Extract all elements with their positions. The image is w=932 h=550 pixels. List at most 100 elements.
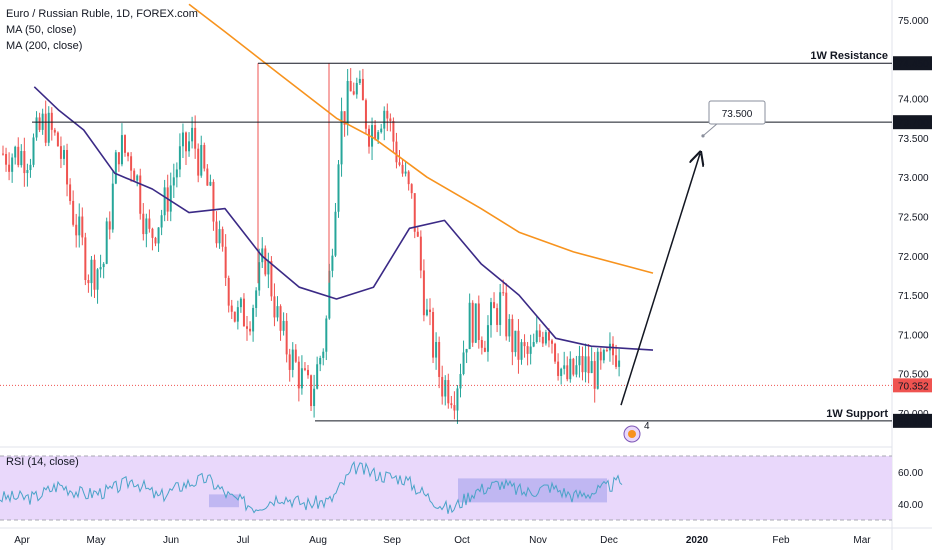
- candle: [425, 298, 428, 317]
- candle: [499, 284, 502, 336]
- candle: [316, 356, 319, 390]
- candle-body: [99, 267, 102, 270]
- candle: [407, 170, 410, 191]
- candle-body: [587, 356, 590, 374]
- candle-body: [282, 320, 285, 331]
- candle: [224, 234, 227, 286]
- candle-body: [84, 237, 87, 281]
- candle: [511, 314, 514, 366]
- candle-body: [224, 246, 227, 278]
- candle-body: [178, 146, 181, 170]
- candle-body: [377, 132, 380, 140]
- candle-body: [273, 296, 276, 318]
- candle: [66, 143, 69, 197]
- y-tick-label: 75.000: [898, 16, 929, 27]
- candle: [386, 103, 389, 132]
- candle: [416, 227, 419, 238]
- candle-body: [26, 170, 29, 174]
- candle: [90, 255, 93, 297]
- candle: [520, 339, 523, 365]
- candle-body: [389, 118, 392, 121]
- candle-body: [535, 330, 538, 343]
- candle-body: [279, 306, 282, 331]
- callout-pointer: [702, 122, 719, 137]
- candle: [300, 355, 303, 395]
- candle: [206, 164, 209, 186]
- candle-body: [560, 368, 563, 376]
- candle-body: [120, 135, 123, 165]
- horizontal-line-tag: 73.700: [898, 118, 929, 129]
- candle: [358, 70, 361, 86]
- candle-body: [544, 332, 547, 344]
- callout-label: 73.500: [722, 109, 753, 120]
- candle-body: [32, 137, 35, 165]
- candle-body: [38, 117, 41, 130]
- candle: [410, 183, 413, 199]
- candle-body: [236, 307, 239, 322]
- candle-body: [212, 181, 215, 222]
- candle: [84, 232, 87, 286]
- candle-body: [343, 111, 346, 125]
- candle-body: [605, 349, 608, 351]
- candle: [148, 209, 151, 233]
- candle-body: [612, 343, 614, 356]
- candle: [419, 230, 422, 279]
- candle-body: [590, 361, 593, 374]
- candle-body: [380, 128, 383, 133]
- candle-body: [124, 135, 126, 153]
- candle: [163, 179, 166, 222]
- candle: [605, 347, 608, 353]
- candle-body: [96, 269, 99, 290]
- candle: [191, 116, 194, 149]
- candle: [279, 304, 282, 341]
- y-tick-label: 70.500: [898, 370, 929, 381]
- y-tick-label: 73.500: [898, 134, 929, 145]
- candle: [334, 202, 337, 258]
- candle: [81, 207, 84, 246]
- candle-body: [541, 336, 544, 344]
- candle-body: [462, 352, 465, 375]
- candle: [288, 348, 291, 382]
- event-badge-count: 4: [644, 421, 650, 432]
- candle-body: [618, 360, 621, 367]
- candle-body: [511, 318, 514, 353]
- candle: [255, 287, 258, 317]
- candle: [441, 365, 444, 405]
- candle: [532, 333, 535, 348]
- last-price-tag-bg: [893, 378, 932, 393]
- candle: [227, 275, 230, 313]
- candle-body: [151, 228, 154, 238]
- x-tick-label: 2020: [686, 535, 709, 546]
- candle: [422, 259, 425, 322]
- resistance-tag-bg: [893, 56, 932, 71]
- candle-body: [615, 355, 618, 367]
- candle-body: [547, 332, 550, 341]
- candle: [105, 217, 108, 265]
- candle: [453, 391, 456, 420]
- candle-body: [87, 280, 90, 284]
- candle: [404, 161, 407, 177]
- x-tick-label: Aug: [309, 535, 327, 546]
- x-tick-label: Apr: [14, 535, 30, 546]
- candle: [578, 345, 581, 378]
- candle-body: [72, 200, 75, 225]
- candle-body: [416, 231, 419, 237]
- candle: [172, 163, 175, 198]
- horizontal-line-tag-bg: [893, 115, 932, 130]
- candle: [169, 172, 172, 222]
- candle-body: [432, 312, 435, 358]
- candle-body: [557, 361, 560, 376]
- candle: [136, 174, 139, 187]
- last-price-tag: 70.352: [898, 381, 929, 392]
- candle: [566, 356, 569, 382]
- candle: [133, 168, 136, 181]
- candle: [364, 98, 367, 134]
- candle-body: [361, 78, 364, 101]
- x-tick-label: Nov: [529, 535, 547, 546]
- candle-body: [352, 91, 355, 95]
- candle-body: [551, 340, 553, 344]
- ma200-line: [188, 3, 654, 274]
- event-badge-core: [628, 430, 636, 438]
- candle: [459, 363, 462, 398]
